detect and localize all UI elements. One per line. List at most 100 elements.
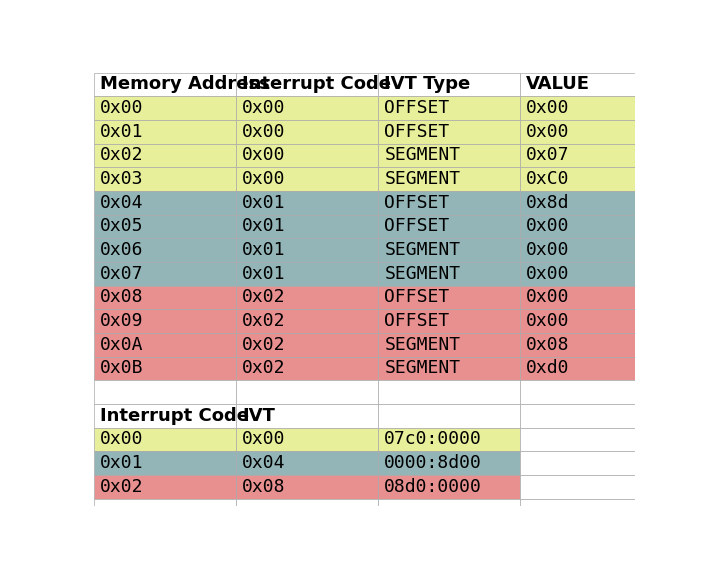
Bar — [520, 96, 640, 120]
Bar — [94, 120, 235, 143]
Text: 0x00: 0x00 — [100, 99, 144, 117]
Bar — [378, 310, 520, 333]
Text: 0xd0: 0xd0 — [527, 360, 570, 377]
Bar — [520, 262, 640, 286]
Bar — [235, 498, 378, 508]
Bar — [94, 215, 235, 238]
Bar — [235, 120, 378, 143]
Bar — [378, 215, 520, 238]
Bar — [378, 333, 520, 357]
Text: Interrupt Code: Interrupt Code — [100, 407, 249, 424]
Bar — [94, 286, 235, 310]
Text: 0x06: 0x06 — [100, 241, 144, 259]
Text: 0x00: 0x00 — [527, 241, 570, 259]
Text: 0x04: 0x04 — [100, 194, 144, 212]
Text: 0x00: 0x00 — [100, 430, 144, 448]
Bar — [520, 475, 640, 498]
Text: 0x00: 0x00 — [527, 288, 570, 307]
Text: SEGMENT: SEGMENT — [384, 265, 460, 283]
Text: Interrupt Code: Interrupt Code — [243, 76, 391, 93]
Bar — [235, 238, 378, 262]
Text: 0x00: 0x00 — [243, 146, 286, 164]
Bar — [235, 310, 378, 333]
Text: 0x02: 0x02 — [243, 312, 286, 330]
Bar — [94, 96, 235, 120]
Bar — [378, 191, 520, 215]
Text: 0x02: 0x02 — [243, 360, 286, 377]
Bar — [94, 498, 235, 508]
Bar — [378, 357, 520, 380]
Text: IVT: IVT — [243, 407, 275, 424]
Bar — [520, 333, 640, 357]
Bar — [94, 310, 235, 333]
Bar — [520, 427, 640, 451]
Bar — [94, 333, 235, 357]
Text: 0x00: 0x00 — [527, 265, 570, 283]
Text: 0x01: 0x01 — [100, 454, 144, 472]
Bar — [520, 357, 640, 380]
Bar — [378, 404, 520, 427]
Text: SEGMENT: SEGMENT — [384, 170, 460, 188]
Text: 0x00: 0x00 — [243, 430, 286, 448]
Bar — [235, 73, 378, 96]
Bar — [235, 380, 378, 404]
Text: 07c0:0000: 07c0:0000 — [384, 430, 482, 448]
Text: OFFSET: OFFSET — [384, 312, 450, 330]
Bar — [235, 215, 378, 238]
Bar — [378, 380, 520, 404]
Text: 0x0B: 0x0B — [100, 360, 144, 377]
Bar — [235, 262, 378, 286]
Text: 0x00: 0x00 — [243, 123, 286, 141]
Bar — [235, 357, 378, 380]
Text: 0x01: 0x01 — [243, 217, 286, 236]
Bar — [520, 238, 640, 262]
Text: OFFSET: OFFSET — [384, 123, 450, 141]
Text: 0x01: 0x01 — [243, 194, 286, 212]
Bar — [520, 310, 640, 333]
Text: 0x08: 0x08 — [243, 478, 286, 496]
Bar — [378, 286, 520, 310]
Text: 0x08: 0x08 — [527, 336, 570, 354]
Text: 0x09: 0x09 — [100, 312, 144, 330]
Text: 0x00: 0x00 — [527, 123, 570, 141]
Bar — [520, 286, 640, 310]
Bar — [520, 120, 640, 143]
Bar — [94, 262, 235, 286]
Text: 0x02: 0x02 — [100, 478, 144, 496]
Bar — [378, 498, 520, 508]
Text: 0x01: 0x01 — [243, 265, 286, 283]
Text: 0xC0: 0xC0 — [527, 170, 570, 188]
Text: 0x02: 0x02 — [243, 288, 286, 307]
Bar — [378, 120, 520, 143]
Text: 0x03: 0x03 — [100, 170, 144, 188]
Text: 0x02: 0x02 — [100, 146, 144, 164]
Bar — [235, 191, 378, 215]
Text: SEGMENT: SEGMENT — [384, 146, 460, 164]
Bar — [235, 475, 378, 498]
Text: SEGMENT: SEGMENT — [384, 336, 460, 354]
Text: SEGMENT: SEGMENT — [384, 241, 460, 259]
Text: 0x00: 0x00 — [243, 170, 286, 188]
Bar — [378, 451, 520, 475]
Bar — [94, 404, 235, 427]
Bar — [235, 451, 378, 475]
Bar — [520, 73, 640, 96]
Bar — [94, 191, 235, 215]
Bar — [520, 215, 640, 238]
Text: Memory Address: Memory Address — [100, 76, 270, 93]
Text: 0x00: 0x00 — [527, 217, 570, 236]
Text: 0x00: 0x00 — [243, 99, 286, 117]
Bar — [378, 167, 520, 191]
Bar — [94, 167, 235, 191]
Bar — [520, 451, 640, 475]
Text: 0x02: 0x02 — [243, 336, 286, 354]
Bar — [378, 475, 520, 498]
Bar — [520, 380, 640, 404]
Bar — [94, 475, 235, 498]
Bar — [235, 404, 378, 427]
Bar — [520, 191, 640, 215]
Bar — [235, 96, 378, 120]
Bar — [94, 143, 235, 167]
Bar — [235, 286, 378, 310]
Bar — [94, 380, 235, 404]
